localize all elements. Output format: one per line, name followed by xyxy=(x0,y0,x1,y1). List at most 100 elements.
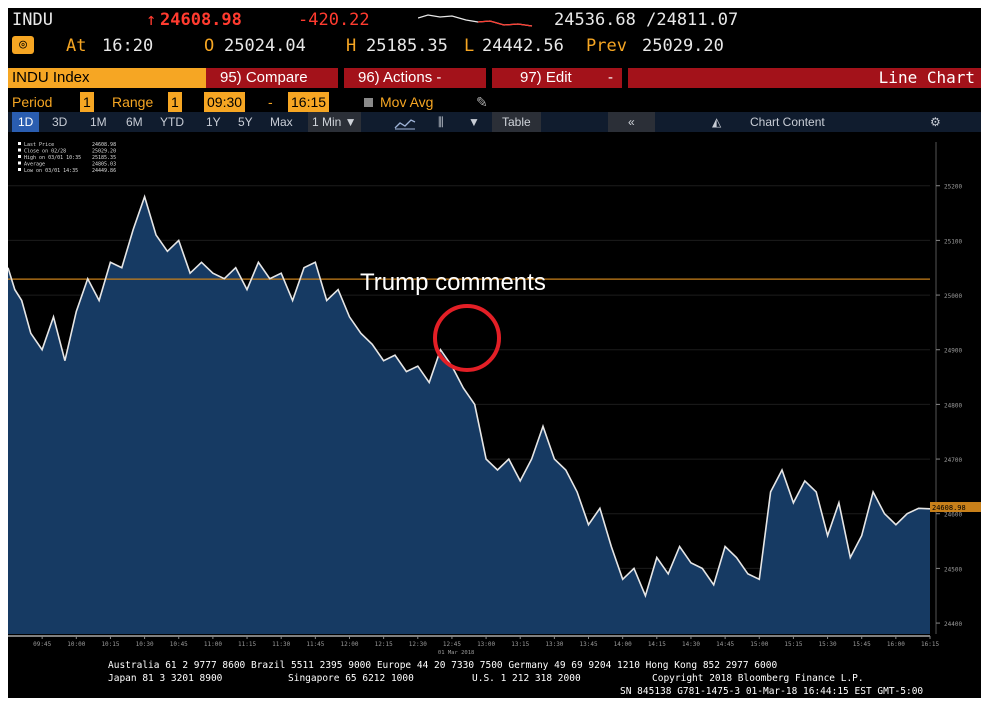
range-3d-button[interactable]: 3D xyxy=(52,115,68,129)
legend-value: 24449.86 xyxy=(92,168,116,174)
last-price: 24608.98 xyxy=(160,10,242,30)
up-arrow-icon: ↑ xyxy=(146,10,157,30)
x-tick-label: 16:15 xyxy=(921,641,939,648)
edit-caret-icon[interactable]: - xyxy=(608,69,613,86)
chart-type-label[interactable]: Line Chart xyxy=(878,68,975,87)
x-tick-label: 14:45 xyxy=(716,641,734,648)
at-time: 16:20 xyxy=(102,36,154,56)
legend-label: Close on 02/28 xyxy=(24,149,66,155)
footer-singapore: Singapore 65 6212 1000 xyxy=(288,673,414,684)
legend-value: 25029.20 xyxy=(92,149,116,155)
range-5y-button[interactable]: 5Y xyxy=(238,115,253,129)
x-tick-label: 13:45 xyxy=(580,641,598,648)
y-tick-label: 24500 xyxy=(944,566,962,573)
pencil-icon[interactable]: ✎ xyxy=(476,94,488,110)
prev-label: Prev xyxy=(586,36,627,56)
period-label: Period xyxy=(12,94,53,110)
x-tick-label: 14:00 xyxy=(614,641,632,648)
footer-serial: SN 845138 G781-1475-3 01-Mar-18 16:44:15… xyxy=(620,686,924,697)
toolbar-divider xyxy=(622,68,628,88)
legend-label: High on 03/01 10:35 xyxy=(24,155,81,161)
time-dash: - xyxy=(268,94,273,110)
x-tick-label: 10:30 xyxy=(136,641,154,648)
x-tick-label: 15:15 xyxy=(784,641,802,648)
gear-icon[interactable]: ⚙ xyxy=(930,115,941,129)
quote-line-2: ◎ At 16:20 O 25024.04 H 25185.35 L 24442… xyxy=(8,32,981,60)
y-tick-label: 24800 xyxy=(944,402,962,409)
x-tick-label: 16:00 xyxy=(887,641,905,648)
range-max-button[interactable]: Max xyxy=(270,115,293,129)
open-value: 25024.04 xyxy=(224,36,306,56)
start-time-input[interactable]: 09:30 xyxy=(204,92,246,112)
y-tick-label: 24700 xyxy=(944,457,962,464)
annotation-text: Trump comments xyxy=(360,269,546,296)
x-tick-label: 11:00 xyxy=(204,641,222,648)
actions-button[interactable]: 96) Actions - xyxy=(358,69,442,86)
x-tick-label: 10:45 xyxy=(170,641,188,648)
price-area xyxy=(8,196,930,634)
range-6m-button[interactable]: 6M xyxy=(126,115,143,129)
legend-swatch xyxy=(18,142,21,145)
legend-label: Average xyxy=(24,162,45,168)
line-chart-icon[interactable] xyxy=(394,116,416,130)
end-time-input[interactable]: 16:15 xyxy=(288,92,330,112)
bar-style-icon[interactable]: ⫼ xyxy=(438,115,444,129)
quote-line-1: INDU ↑ 24608.98 -420.22 24536.68 /24811.… xyxy=(8,8,981,32)
open-label: O xyxy=(204,36,215,56)
x-tick-label: 11:15 xyxy=(238,641,256,648)
chart-content-button[interactable]: Chart Content xyxy=(750,115,825,129)
legend-value: 24805.03 xyxy=(92,162,116,168)
table-button[interactable]: Table xyxy=(492,112,541,132)
footer-us: U.S. 1 212 318 2000 xyxy=(472,673,581,684)
legend-value: 25185.35 xyxy=(92,155,116,161)
chart-content-icon[interactable]: ◭ xyxy=(712,115,722,129)
range-1d-button[interactable]: 1D xyxy=(12,112,40,132)
x-tick-label: 12:45 xyxy=(443,641,461,648)
x-tick-label: 09:45 xyxy=(33,641,51,648)
last-price-label: 24608.98 xyxy=(932,504,966,512)
range-label: Range xyxy=(112,94,154,110)
security-field[interactable]: INDU Index xyxy=(8,68,206,88)
y-tick-label: 25000 xyxy=(944,293,962,300)
x-tick-label: 10:00 xyxy=(67,641,85,648)
range-input[interactable]: 1 xyxy=(168,92,182,112)
x-tick-label: 14:30 xyxy=(682,641,700,648)
chart-legend: Last Price 24608.98 Close on 02/28 25029.20… xyxy=(18,142,116,174)
back-button[interactable]: « xyxy=(608,112,655,132)
x-tick-label: 12:00 xyxy=(340,641,358,648)
interval-select[interactable]: 1 Min ▼ xyxy=(308,112,361,132)
price-line xyxy=(8,194,931,599)
compare-button[interactable]: 95) Compare xyxy=(220,69,308,86)
date-label: 01 Mar 2018 xyxy=(438,650,474,656)
low-label: L xyxy=(464,36,475,56)
period-input[interactable]: 1 xyxy=(80,92,94,112)
x-tick-label: 12:30 xyxy=(409,641,427,648)
legend-label: Last Price xyxy=(24,142,54,148)
bloomberg-terminal: INDU ↑ 24608.98 -420.22 24536.68 /24811.… xyxy=(8,8,981,698)
gauge-icon[interactable]: ◎ xyxy=(12,36,34,54)
price-change: -420.22 xyxy=(298,10,370,30)
at-label: At xyxy=(66,36,87,56)
x-tick-label: 14:15 xyxy=(648,641,666,648)
high-value: 25185.35 xyxy=(366,36,448,56)
x-tick-label: 13:30 xyxy=(545,641,563,648)
style-caret-icon[interactable]: ▼ xyxy=(468,115,480,129)
y-tick-label: 24600 xyxy=(944,512,962,519)
low-value: 24442.56 xyxy=(482,36,564,56)
x-tick-label: 15:30 xyxy=(819,641,837,648)
legend-swatch xyxy=(18,161,21,165)
range-ytd-button[interactable]: YTD xyxy=(160,115,184,129)
range-1y-button[interactable]: 1Y xyxy=(206,115,221,129)
y-axis: 25200 25100 25000 24900 24800 24700 24600 24500… xyxy=(935,142,962,634)
y-tick-label: 24400 xyxy=(944,621,962,628)
y-tick-label: 25200 xyxy=(944,184,962,191)
x-tick-label: 11:45 xyxy=(306,641,324,648)
last-price-tag xyxy=(930,502,981,512)
range-1m-button[interactable]: 1M xyxy=(90,115,107,129)
x-tick-label: 13:00 xyxy=(477,641,495,648)
toolbar-divider xyxy=(486,68,492,88)
ticker-symbol: INDU xyxy=(12,10,53,30)
intraday-chart: 25200 25100 25000 24900 24800 24700 24600 24500… xyxy=(8,134,981,656)
mov-avg-checkbox[interactable] xyxy=(364,98,373,107)
edit-button[interactable]: 97) Edit xyxy=(520,69,572,86)
